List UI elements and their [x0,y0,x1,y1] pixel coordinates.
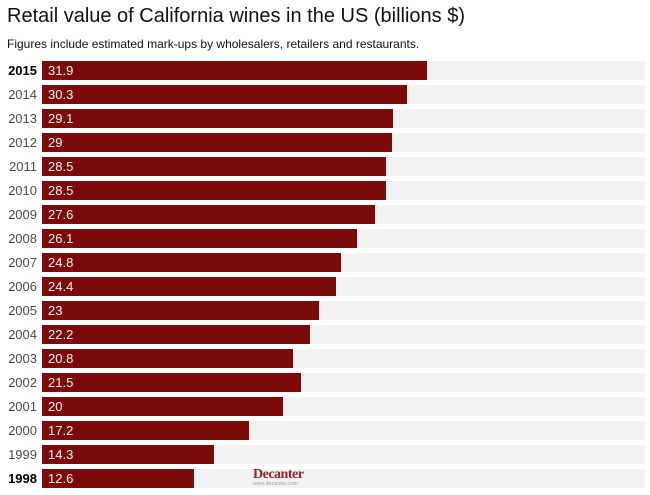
bar-row: 2011 28.5 [0,157,650,176]
bar-track: 29.1 [42,109,645,128]
value-label: 26.1 [48,231,74,246]
value-label: 29.1 [48,111,74,126]
value-label: 14.3 [48,447,74,462]
bar-track: 12.6 [42,469,645,488]
bar-row: 2000 17.2 [0,421,650,440]
bar-row: 2008 26.1 [0,229,650,248]
year-label: 2010 [8,183,37,198]
decanter-logo-url: www.decanter.com [253,481,299,487]
value-bar: 20 [42,397,284,416]
bar-track: 24.8 [42,253,645,272]
value-bar: 12.6 [42,469,194,488]
year-label: 1999 [8,447,37,462]
value-bar: 24.8 [42,253,342,272]
value-label: 28.5 [48,159,74,174]
value-bar: 29 [42,133,392,152]
bar-row: 2013 29.1 [0,109,650,128]
value-label: 21.5 [48,375,74,390]
decanter-logo-text: Decanter [253,467,304,482]
chart-subtitle: Figures include estimated mark-ups by wh… [7,37,420,51]
bar-row: 2010 28.5 [0,181,650,200]
value-label: 30.3 [48,87,74,102]
value-bar: 23 [42,301,320,320]
value-label: 17.2 [48,423,74,438]
year-label: 2007 [8,255,37,270]
decanter-logo: Decanter www.decanter.com [253,467,304,488]
value-bar: 28.5 [42,157,386,176]
value-bar: 31.9 [42,61,427,80]
value-bar: 17.2 [42,421,250,440]
bar-row: 2012 29 [0,133,650,152]
value-bar: 20.8 [42,349,293,368]
value-bar: 27.6 [42,205,375,224]
bar-row: 1998 12.6 [0,469,650,488]
bar-row: 2015 31.9 [0,61,650,80]
bar-row: 2006 24.4 [0,277,650,296]
year-label: 2015 [8,63,37,78]
year-label: 2005 [8,303,37,318]
bar-track: 14.3 [42,445,645,464]
bar-row: 1999 14.3 [0,445,650,464]
year-label: 2012 [8,135,37,150]
bar-track: 29 [42,133,645,152]
year-label: 2014 [8,87,37,102]
value-label: 24.8 [48,255,74,270]
bar-row: 2014 30.3 [0,85,650,104]
value-label: 20.8 [48,351,74,366]
value-bar: 28.5 [42,181,386,200]
year-label: 2000 [8,423,37,438]
bar-track: 21.5 [42,373,645,392]
year-label: 2011 [9,159,37,174]
value-label: 20 [48,399,63,414]
bar-row: 2007 24.8 [0,253,650,272]
bar-track: 28.5 [42,181,645,200]
bar-row: 2004 22.2 [0,325,650,344]
bar-row: 2002 21.5 [0,373,650,392]
value-bar: 26.1 [42,229,357,248]
value-label: 22.2 [48,327,74,342]
bar-track: 17.2 [42,421,645,440]
year-label: 2006 [8,279,37,294]
value-bar: 22.2 [42,325,310,344]
chart-title: Retail value of California wines in the … [7,5,465,27]
value-bar: 24.4 [42,277,337,296]
bar-track: 26.1 [42,229,645,248]
year-label: 1998 [8,471,37,486]
value-label: 29 [48,135,63,150]
bar-track: 20.8 [42,349,645,368]
bar-track: 27.6 [42,205,645,224]
year-label: 2009 [8,207,37,222]
value-label: 27.6 [48,207,74,222]
value-bar: 30.3 [42,85,408,104]
bar-row: 2005 23 [0,301,650,320]
value-label: 12.6 [48,471,74,486]
bar-track: 24.4 [42,277,645,296]
value-label: 23 [48,303,63,318]
year-label: 2001 [8,399,37,414]
year-label: 2002 [8,375,37,390]
bar-chart: 2015 31.9 2014 30.3 2013 29.1 2012 29 [0,61,650,493]
year-label: 2004 [8,327,37,342]
value-label: 28.5 [48,183,74,198]
bar-row: 2003 20.8 [0,349,650,368]
bar-track: 31.9 [42,61,645,80]
bar-track: 22.2 [42,325,645,344]
value-bar: 29.1 [42,109,393,128]
bar-track: 30.3 [42,85,645,104]
bar-track: 28.5 [42,157,645,176]
year-label: 2008 [8,231,37,246]
value-bar: 14.3 [42,445,215,464]
value-label: 31.9 [48,63,74,78]
bar-track: 23 [42,301,645,320]
bar-row: 2009 27.6 [0,205,650,224]
value-bar: 21.5 [42,373,302,392]
year-label: 2013 [8,111,37,126]
bar-track: 20 [42,397,645,416]
year-label: 2003 [8,351,37,366]
value-label: 24.4 [48,279,74,294]
bar-row: 2001 20 [0,397,650,416]
